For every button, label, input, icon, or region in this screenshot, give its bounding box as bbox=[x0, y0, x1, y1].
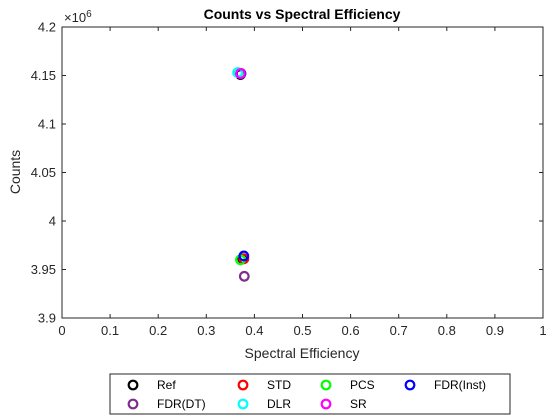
legend-label: FDR(Inst) bbox=[434, 378, 486, 392]
legend-marker bbox=[404, 379, 416, 391]
y-tick-label: 4.2 bbox=[38, 20, 56, 35]
legend-marker bbox=[237, 379, 249, 391]
x-tick-label: 0.3 bbox=[197, 323, 215, 338]
x-tick-label: 0.8 bbox=[438, 323, 456, 338]
legend-label: STD bbox=[267, 378, 291, 392]
x-axis-label: Spectral Efficiency bbox=[245, 345, 360, 361]
x-tick-label: 0.2 bbox=[149, 323, 167, 338]
data-point bbox=[238, 250, 250, 262]
y-tick-label: 4.15 bbox=[31, 68, 56, 83]
x-tick-label: 0 bbox=[58, 323, 65, 338]
legend-label: FDR(DT) bbox=[157, 397, 206, 411]
legend: Ref STD PCS FDR(Inst) FDR(DT) DLR SR bbox=[109, 373, 511, 415]
legend-label: Ref bbox=[157, 378, 176, 392]
x-tick-label: 0.4 bbox=[245, 323, 263, 338]
legend-label: SR bbox=[350, 397, 367, 411]
y-axis-label: Counts bbox=[7, 150, 23, 194]
legend-box bbox=[109, 373, 511, 415]
legend-marker bbox=[237, 398, 249, 410]
y-tick-label: 3.95 bbox=[31, 262, 56, 277]
plot-area bbox=[61, 26, 544, 319]
y-tick-label: 4.05 bbox=[31, 165, 56, 180]
y-exponent-label: ×106 bbox=[64, 9, 92, 25]
x-tick-label: 0.5 bbox=[293, 323, 311, 338]
legend-marker bbox=[127, 398, 139, 410]
data-points bbox=[232, 67, 250, 282]
y-tick-label: 4 bbox=[49, 214, 56, 229]
x-tick-label: 0.9 bbox=[486, 323, 504, 338]
chart-title: Counts vs Spectral Efficiency bbox=[204, 6, 401, 22]
legend-marker bbox=[127, 379, 139, 391]
x-tick-label: 0.1 bbox=[101, 323, 119, 338]
y-tick-label: 4.1 bbox=[38, 117, 56, 132]
legend-marker bbox=[320, 398, 332, 410]
y-tick-label: 3.9 bbox=[38, 311, 56, 326]
legend-marker bbox=[320, 379, 332, 391]
legend-label: PCS bbox=[350, 378, 375, 392]
axis-ticks: 0 0.1 0.2 0.3 0.4 0.5 0.6 0.7 0.8 0.9 1 3.9 3.95 4 4.0… bbox=[31, 20, 547, 339]
x-tick-label: 1 bbox=[539, 323, 546, 338]
data-point bbox=[235, 68, 246, 79]
x-tick-label: 0.7 bbox=[390, 323, 408, 338]
data-point bbox=[238, 270, 250, 282]
x-tick-label: 0.6 bbox=[342, 323, 360, 338]
legend-label: DLR bbox=[267, 397, 291, 411]
